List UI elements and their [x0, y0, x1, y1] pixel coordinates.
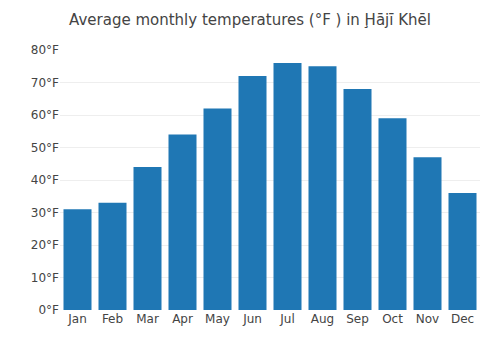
svg-text:Jan: Jan [67, 312, 87, 326]
svg-text:Jul: Jul [279, 312, 294, 326]
svg-text:Mar: Mar [136, 312, 159, 326]
svg-text:May: May [205, 312, 230, 326]
svg-text:Nov: Nov [416, 312, 439, 326]
svg-text:Average monthly temperatures (: Average monthly temperatures (°F ) in Ḩā… [69, 11, 431, 29]
svg-text:Feb: Feb [102, 312, 123, 326]
svg-text:10°F: 10°F [31, 271, 59, 285]
svg-text:50°F: 50°F [31, 141, 59, 155]
svg-text:20°F: 20°F [31, 238, 59, 252]
svg-text:0°F: 0°F [38, 303, 59, 317]
svg-text:Aug: Aug [311, 312, 334, 326]
svg-text:30°F: 30°F [31, 206, 59, 220]
svg-text:Jun: Jun [242, 312, 262, 326]
svg-text:Dec: Dec [451, 312, 474, 326]
svg-text:70°F: 70°F [31, 76, 59, 90]
svg-text:80°F: 80°F [31, 43, 59, 57]
svg-text:60°F: 60°F [31, 108, 59, 122]
svg-text:40°F: 40°F [31, 173, 59, 187]
svg-text:Sep: Sep [346, 312, 369, 326]
svg-text:Apr: Apr [172, 312, 193, 326]
svg-text:Oct: Oct [382, 312, 403, 326]
